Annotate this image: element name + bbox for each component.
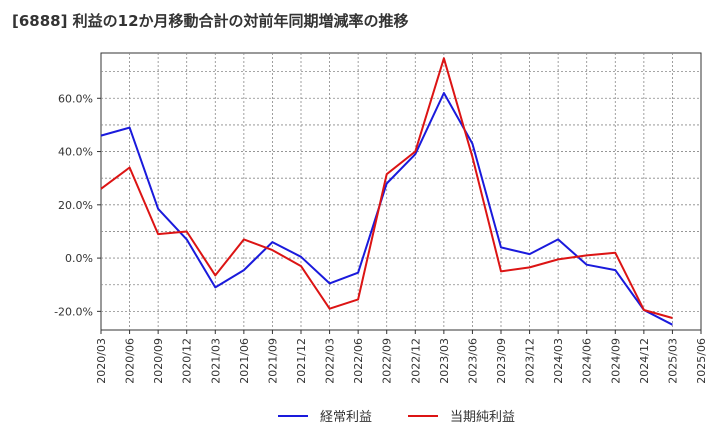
y-tick-label: -20.0% [54,305,93,318]
x-tick-label: 2022/03 [324,338,337,384]
x-tick-label: 2023/12 [524,338,537,384]
x-tick-label: 2020/09 [152,338,165,384]
plot-area [100,52,702,331]
x-tick-label: 2023/03 [438,338,451,384]
x-tick-label: 2023/09 [495,338,508,384]
x-tick-label: 2024/03 [552,338,565,384]
x-tick-label: 2022/12 [409,338,422,384]
y-tick-label: 20.0% [58,199,93,212]
x-tick-label: 2020/06 [124,338,137,384]
series-line-2 [100,57,673,319]
x-tick-label: 2024/09 [609,338,622,384]
chart-title: [6888] 利益の12か月移動合計の対前年同期増減率の推移 [12,12,409,30]
x-tick-label: 2020/12 [181,338,194,384]
x-tick-label: 2025/03 [666,338,679,384]
x-tick-label: 2023/06 [466,338,479,384]
y-tick-label: 0.0% [65,252,93,265]
x-tick-label: 2024/12 [638,338,651,384]
x-tick-label: 2024/06 [581,338,594,384]
x-tick-label: 2022/09 [381,338,394,384]
x-tick-label: 2021/09 [266,338,279,384]
legend-label-2: 当期純利益 [450,410,515,425]
x-tick-label: 2021/12 [295,338,308,384]
x-tick-label: 2025/06 [695,338,708,384]
x-tick-label: 2022/06 [352,338,365,384]
y-tick-label: 40.0% [58,146,93,159]
x-tick-label: 2021/06 [238,338,251,384]
x-tick-label: 2020/03 [95,338,108,384]
x-tick-label: 2021/03 [209,338,222,384]
legend-label-1: 経常利益 [320,410,372,425]
y-tick-label: 60.0% [58,92,93,105]
